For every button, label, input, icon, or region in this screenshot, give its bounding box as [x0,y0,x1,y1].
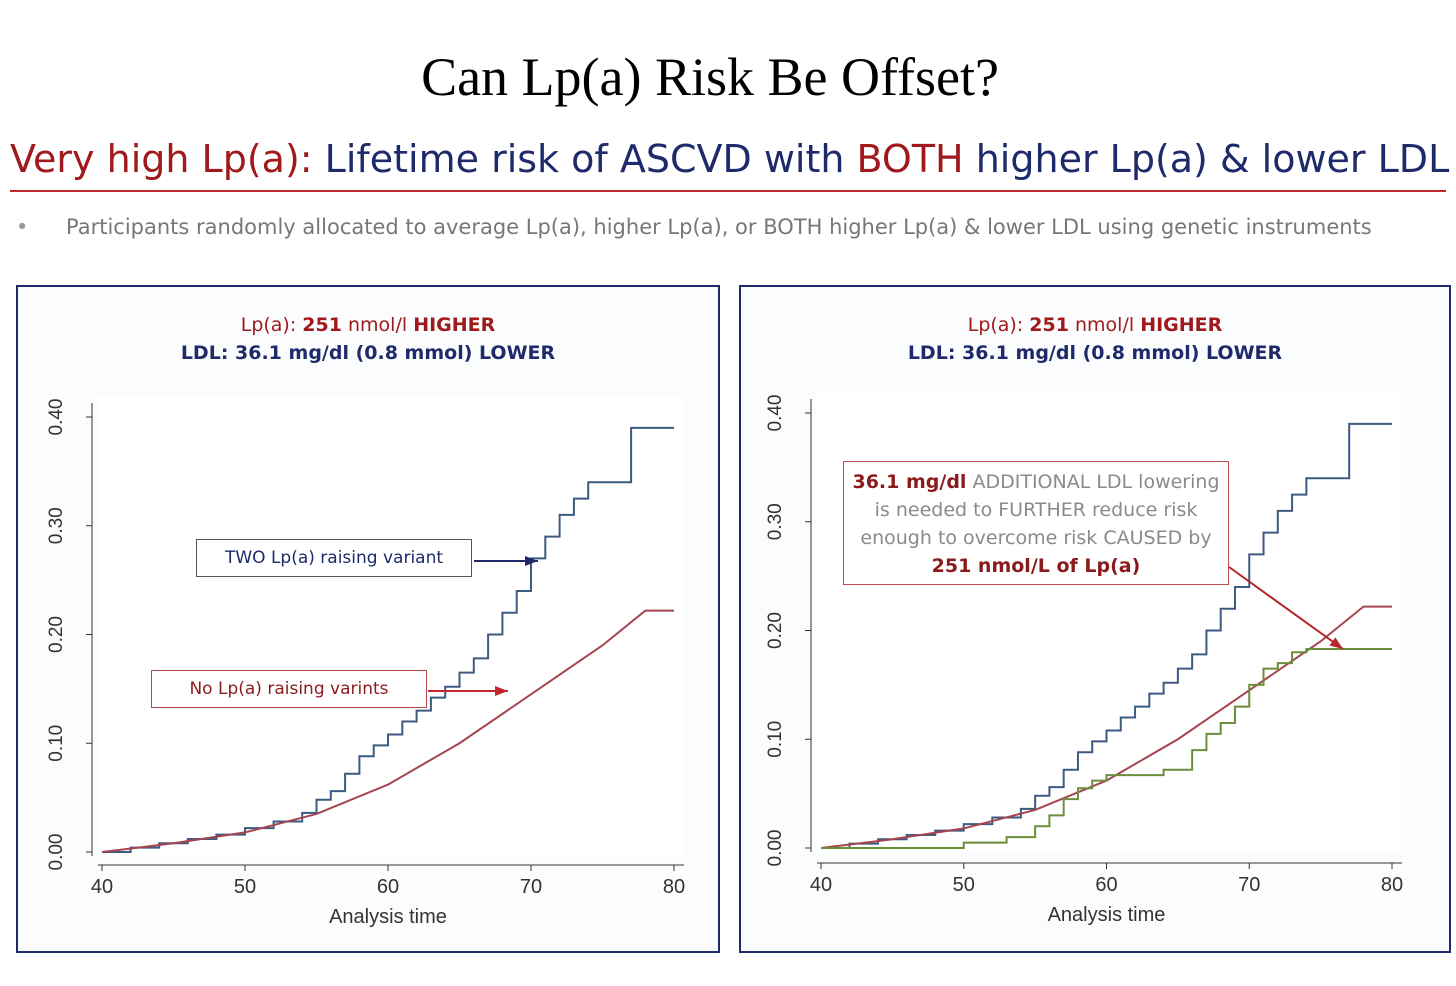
x-tick-label: 70 [520,876,542,898]
callout-line-4: 251 nmol/L of Lp(a) [931,555,1141,577]
callout-ldl-amount: 36.1 mg/dl [852,471,967,493]
y-tick-label: 0.30 [46,507,67,544]
heading-lpa-line: Lp(a): 251 nmol/l HIGHER [741,311,1449,339]
series-line-1 [820,605,1392,849]
x-tick-label: 70 [1238,874,1260,896]
bullet-line: • Participants randomly allocated to aver… [16,215,1372,239]
x-tick-label: 80 [1381,874,1403,896]
heading-lpa-direction: HIGHER [1140,314,1223,336]
callout-arrow-0 [1228,566,1344,650]
heading-lpa-value: 251 [302,314,342,336]
x-axis-title: Analysis time [329,906,447,928]
callout-line-1: 36.1 mg/dl ADDITIONAL LDL lowering [844,468,1228,496]
y-tick-label: 0.30 [765,503,786,540]
subtitle-mid: Lifetime risk of ASCVD with [312,137,857,181]
heading-ldl-line: LDL: 36.1 mg/dl (0.8 mmol) LOWER [180,342,556,364]
x-axis-title: Analysis time [1048,904,1166,926]
subtitle-divider [10,190,1446,192]
panel-heading: Lp(a): 251 nmol/l HIGHER LDL: 36.1 mg/dl… [741,311,1449,367]
x-tick-label: 50 [234,876,256,898]
x-tick-label: 50 [953,874,975,896]
y-tick-label: 0.00 [46,834,67,871]
chart-panel-right: Lp(a): 251 nmol/l HIGHER LDL: 36.1 mg/dl… [739,285,1451,953]
callout-no-variant: No Lp(a) raising varints [151,670,427,708]
series-line-0 [821,422,1392,849]
callout-additional-ldl: 36.1 mg/dl ADDITIONAL LDL lowering is ne… [843,461,1229,585]
callout-line-2: is needed to FURTHER reduce risk [874,499,1198,521]
subtitle-prefix: Very high Lp(a): [10,137,313,181]
x-tick-label: 60 [377,876,399,898]
x-tick-label: 60 [1095,874,1117,896]
y-tick-label: 0.20 [765,612,786,649]
page-title: Can Lp(a) Risk Be Offset? [421,47,999,107]
callout-line-3: enough to overcome risk CAUSED by [860,527,1212,549]
y-tick-label: 0.40 [46,399,67,436]
y-tick-label: 0.10 [46,725,67,762]
subtitle-both: BOTH [856,137,964,181]
heading-lpa-line: Lp(a): 251 nmol/l HIGHER [18,311,718,339]
y-tick-label: 0.40 [765,395,786,432]
series-line-0 [102,426,674,853]
y-tick-label: 0.00 [765,830,786,867]
slide-subtitle: Very high Lp(a): Lifetime risk of ASCVD … [10,137,1449,181]
heading-lpa-label: Lp(a): [967,314,1030,336]
km-plot-left: 0.00 0.10 0.20 0.30 0.40 40 50 60 70 80 Analysis t… [46,397,685,928]
heading-lpa-label: Lp(a): [240,314,303,336]
callout-arrowhead-1 [495,686,508,696]
series-line-1 [101,609,674,853]
chart-panel-left: Lp(a): 251 nmol/l HIGHER LDL: 36.1 mg/dl… [16,285,720,953]
callout-arrowhead-0 [1329,637,1343,649]
panel-heading: Lp(a): 251 nmol/l HIGHER LDL: 36.1 mg/dl… [18,311,718,367]
x-tick-label: 80 [663,876,685,898]
heading-lpa-value: 251 [1029,314,1069,336]
plot-area [98,397,682,856]
heading-lpa-unit: nmol/l [1068,314,1141,336]
x-tick-label: 40 [91,876,113,898]
y-tick-label: 0.10 [765,721,786,758]
callout-arrowhead-0 [525,556,538,566]
heading-ldl-line: LDL: 36.1 mg/dl (0.8 mmol) LOWER [907,342,1283,364]
km-plot-right: 0.00 0.10 0.20 0.30 0.40 40 50 60 70 80 Analysis t… [765,393,1403,926]
heading-lpa-direction: HIGHER [413,314,496,336]
y-tick-label: 0.20 [46,616,67,653]
heading-lpa-unit: nmol/l [341,314,414,336]
bullet-marker: • [16,215,29,239]
series-line-2 [821,647,1392,849]
subtitle-end: higher Lp(a) & lower LDL [963,137,1450,181]
x-tick-label: 40 [810,874,832,896]
bullet-text: Participants randomly allocated to avera… [66,215,1372,239]
callout-line-1-rest: ADDITIONAL LDL lowering [966,471,1220,493]
callout-two-variant: TWO Lp(a) raising variant [196,539,472,577]
